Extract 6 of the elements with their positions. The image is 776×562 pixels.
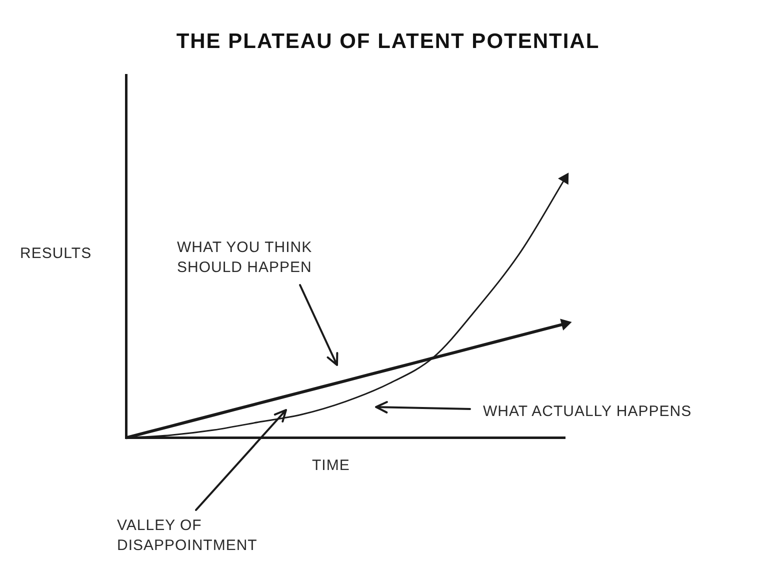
chart-title: THE PLATEAU OF LATENT POTENTIAL [175,30,601,54]
x-axis-title: TIME [312,456,350,476]
annotation: WHAT YOU THINK SHOULD HAPPEN [177,238,312,278]
text: VALLEY OF DISAPPOINTMENT [117,516,258,556]
y-axis-title: RESULTS [20,244,92,264]
annotation: WHAT ACTUALLY HAPPENS [483,402,692,422]
